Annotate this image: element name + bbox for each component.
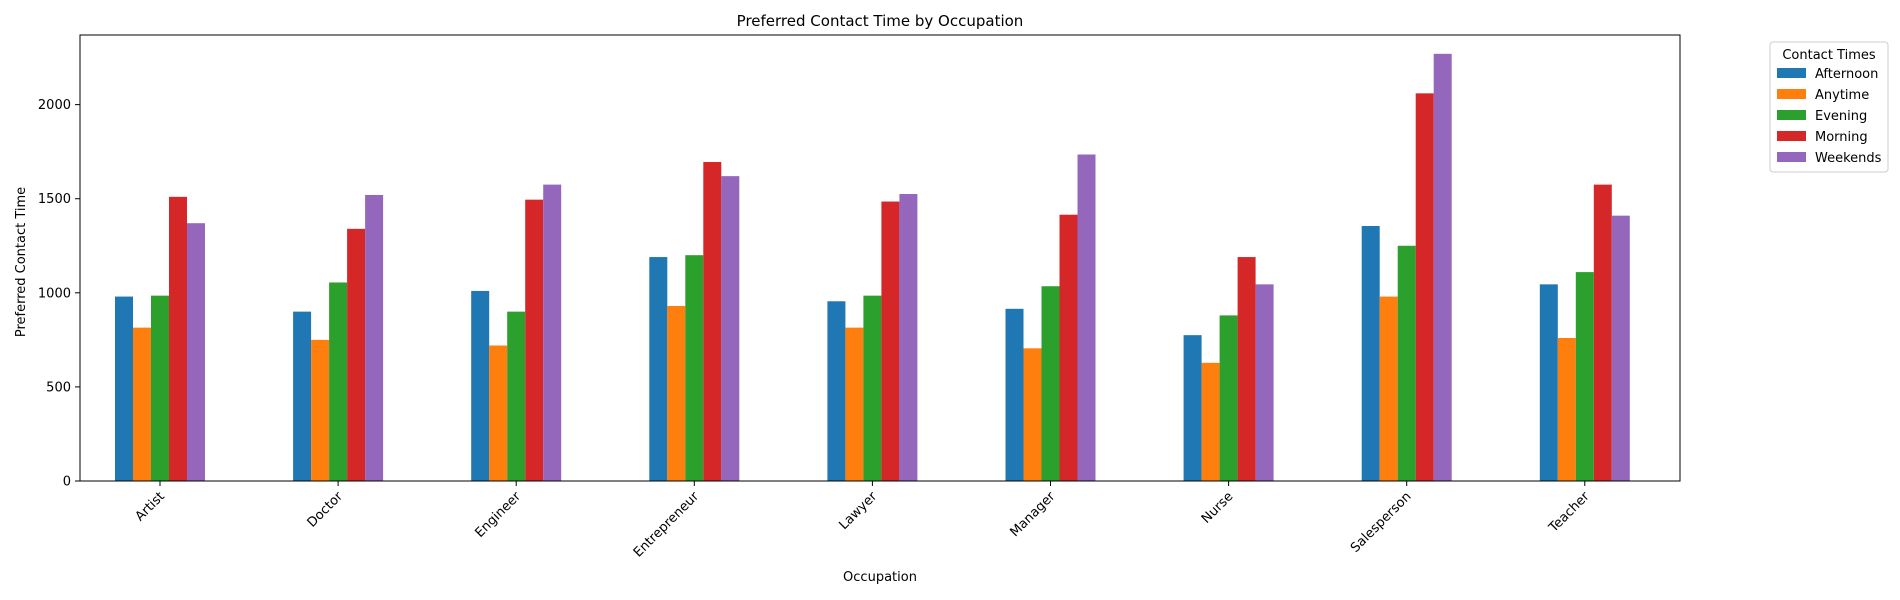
bar-weekends-lawyer — [899, 194, 918, 481]
legend: Contact Times Afternoon Anytime Evening Mor… — [1769, 41, 1889, 173]
bar-afternoon-engineer — [471, 290, 490, 481]
legend-swatch-evening — [1777, 110, 1806, 120]
y-axis: 0 500 1000 1500 2000 — [38, 98, 80, 490]
bar-evening-teacher — [1575, 272, 1594, 481]
legend-label-afternoon: Afternoon — [1815, 67, 1878, 82]
bar-weekends-artist — [187, 223, 205, 481]
legend-swatch-anytime — [1777, 89, 1806, 99]
bar-afternoon-nurse — [1183, 335, 1202, 481]
bar-evening-artist — [151, 295, 169, 481]
bar-afternoon-lawyer — [827, 301, 846, 481]
x-axis: Artist Doctor Engineer Entrepreneur Lawyer Ma… — [133, 481, 1593, 560]
bar-anytime-teacher — [1557, 337, 1576, 481]
x-tick-label: Lawyer — [836, 489, 880, 533]
x-axis-label: Occupation — [843, 570, 917, 585]
bar-morning-nurse — [1237, 257, 1256, 481]
bar-morning-lawyer — [881, 201, 900, 482]
x-tick-label: Teacher — [1546, 489, 1593, 536]
x-tick-label: Doctor — [305, 489, 347, 531]
bar-anytime-salesperson — [1379, 296, 1398, 481]
bar-anytime-manager — [1023, 348, 1042, 481]
legend-items: Afternoon Anytime Evening Morning Weekends — [1777, 67, 1882, 166]
legend-label-evening: Evening — [1815, 109, 1867, 124]
bar-weekends-teacher — [1611, 215, 1630, 481]
bar-afternoon-manager — [1005, 308, 1024, 481]
legend-swatch-morning — [1777, 131, 1806, 141]
bar-morning-engineer — [525, 199, 544, 481]
bar-afternoon-salesperson — [1361, 226, 1380, 481]
bar-anytime-entrepreneur — [667, 305, 686, 481]
bar-anytime-engineer — [489, 345, 508, 481]
legend-swatch-afternoon — [1777, 68, 1806, 78]
bar-weekends-doctor — [365, 194, 384, 481]
bar-evening-manager — [1041, 286, 1060, 481]
bar-weekends-engineer — [543, 184, 562, 482]
bar-morning-entrepreneur — [703, 162, 722, 481]
bar-afternoon-teacher — [1539, 284, 1558, 481]
bar-morning-artist — [169, 196, 187, 481]
chart-title: Preferred Contact Time by Occupation — [737, 12, 1024, 30]
legend-label-weekends: Weekends — [1815, 151, 1882, 166]
bar-anytime-nurse — [1201, 362, 1220, 481]
bar-evening-engineer — [507, 311, 526, 481]
bar-anytime-artist — [133, 327, 151, 481]
y-axis-label: Preferred Contact Time — [14, 187, 29, 337]
bar-morning-doctor — [347, 228, 366, 481]
legend-swatch-weekends — [1777, 152, 1806, 162]
bar-afternoon-doctor — [293, 311, 312, 481]
plot-frame — [79, 34, 1681, 482]
x-tick-label: Artist — [133, 489, 168, 524]
bar-afternoon-artist — [115, 296, 133, 481]
bar-evening-salesperson — [1397, 245, 1416, 481]
bar-morning-teacher — [1593, 184, 1612, 482]
y-tick-label: 0 — [63, 475, 71, 490]
bar-weekends-salesperson — [1433, 53, 1452, 481]
x-tick-label: Manager — [1007, 489, 1058, 540]
y-tick-label: 500 — [46, 380, 71, 395]
bars-group — [115, 53, 1630, 482]
bar-evening-lawyer — [863, 295, 882, 481]
bar-morning-manager — [1059, 214, 1078, 481]
y-tick-label: 1500 — [38, 192, 71, 207]
bar-evening-doctor — [329, 282, 348, 481]
bar-afternoon-entrepreneur — [649, 257, 668, 481]
bar-weekends-nurse — [1255, 284, 1274, 481]
bar-anytime-doctor — [311, 339, 330, 481]
x-tick-label: Nurse — [1199, 489, 1237, 527]
bar-evening-entrepreneur — [685, 255, 704, 481]
x-tick-label: Engineer — [472, 489, 524, 541]
bar-anytime-lawyer — [845, 327, 864, 481]
bar-weekends-entrepreneur — [721, 176, 740, 481]
y-tick-label: 2000 — [38, 98, 71, 113]
x-tick-label: Entrepreneur — [631, 489, 703, 561]
bar-evening-nurse — [1219, 315, 1238, 481]
bar-morning-salesperson — [1415, 93, 1434, 481]
bar-weekends-manager — [1077, 154, 1096, 481]
x-tick-label: Salesperson — [1348, 489, 1415, 556]
legend-title: Contact Times — [1782, 48, 1876, 63]
legend-label-morning: Morning — [1815, 130, 1868, 145]
legend-label-anytime: Anytime — [1815, 88, 1869, 103]
y-tick-label: 1000 — [38, 286, 71, 301]
